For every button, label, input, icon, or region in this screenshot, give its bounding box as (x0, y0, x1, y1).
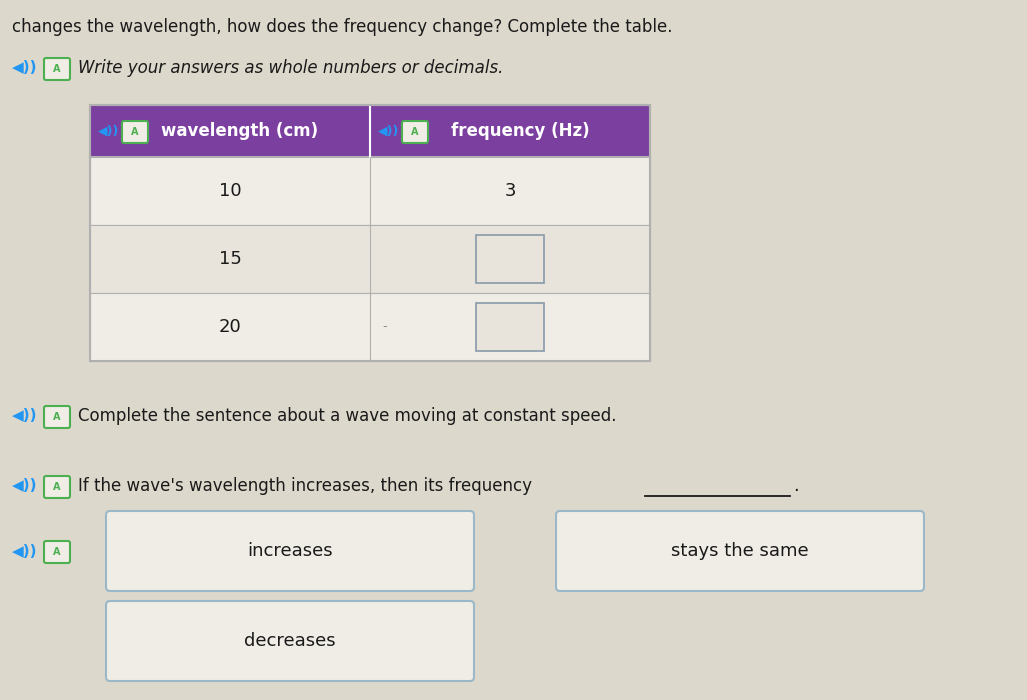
Text: 3: 3 (504, 182, 516, 200)
Text: increases: increases (248, 542, 333, 560)
FancyBboxPatch shape (90, 225, 650, 293)
FancyBboxPatch shape (106, 511, 474, 591)
Text: A: A (53, 64, 61, 74)
FancyBboxPatch shape (106, 601, 474, 681)
Text: 15: 15 (219, 250, 241, 268)
Text: changes the wavelength, how does the frequency change? Complete the table.: changes the wavelength, how does the fre… (12, 18, 673, 36)
Text: stays the same: stays the same (672, 542, 809, 560)
Text: ◀)): ◀)) (98, 125, 119, 137)
Text: A: A (53, 412, 61, 422)
Text: If the wave's wavelength increases, then its frequency: If the wave's wavelength increases, then… (78, 477, 532, 495)
FancyBboxPatch shape (90, 157, 650, 225)
FancyBboxPatch shape (402, 121, 428, 143)
Text: A: A (131, 127, 139, 137)
Text: Write your answers as whole numbers or decimals.: Write your answers as whole numbers or d… (78, 59, 503, 77)
Text: ◀)): ◀)) (12, 409, 38, 423)
Text: Complete the sentence about a wave moving at constant speed.: Complete the sentence about a wave movin… (78, 407, 616, 425)
FancyBboxPatch shape (476, 235, 544, 283)
Text: A: A (53, 482, 61, 492)
Text: .: . (793, 477, 799, 495)
Text: 10: 10 (219, 182, 241, 200)
Text: decreases: decreases (244, 632, 336, 650)
Text: A: A (53, 547, 61, 557)
Text: ◀)): ◀)) (12, 543, 38, 559)
FancyBboxPatch shape (122, 121, 148, 143)
FancyBboxPatch shape (476, 303, 544, 351)
FancyBboxPatch shape (44, 541, 70, 563)
Text: -: - (382, 321, 386, 333)
Text: A: A (411, 127, 419, 137)
Text: 20: 20 (219, 318, 241, 336)
Text: ◀)): ◀)) (378, 125, 400, 137)
Text: ◀)): ◀)) (12, 60, 38, 76)
Text: frequency (Hz): frequency (Hz) (451, 122, 589, 140)
FancyBboxPatch shape (44, 58, 70, 80)
FancyBboxPatch shape (44, 406, 70, 428)
Text: ◀)): ◀)) (12, 479, 38, 493)
FancyBboxPatch shape (44, 476, 70, 498)
Text: wavelength (cm): wavelength (cm) (161, 122, 318, 140)
FancyBboxPatch shape (90, 105, 650, 157)
FancyBboxPatch shape (556, 511, 924, 591)
FancyBboxPatch shape (90, 293, 650, 361)
